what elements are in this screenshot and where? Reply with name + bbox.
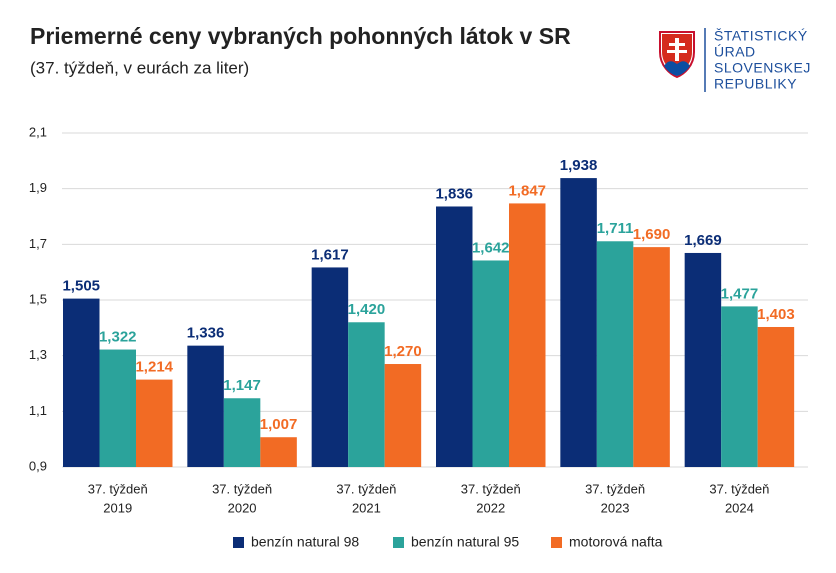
bar: [757, 326, 795, 467]
logo-text: ÚRAD: [714, 44, 756, 60]
value-label: 1,617: [311, 246, 349, 263]
value-label: 1,336: [187, 325, 225, 342]
bar: [136, 379, 173, 467]
bar: [721, 306, 758, 467]
value-label: 1,642: [472, 239, 510, 256]
legend-label: motorová nafta: [569, 534, 663, 550]
bar: [63, 298, 100, 467]
value-label: 1,836: [435, 185, 473, 202]
x-tick-label: 2022: [476, 500, 505, 515]
legend-swatch: [551, 537, 562, 548]
bar: [384, 364, 422, 467]
x-tick-label: 37. týždeň: [212, 481, 272, 496]
logo-hills: [664, 61, 690, 76]
bar: [348, 322, 385, 467]
x-tick-label: 2024: [725, 500, 754, 515]
value-label: 1,711: [597, 220, 634, 237]
x-tick-label: 37. týždeň: [88, 481, 148, 496]
y-tick-label: 1,7: [29, 236, 47, 251]
logo-text: REPUBLIKY: [714, 76, 797, 92]
y-tick-label: 1,9: [29, 180, 47, 195]
x-tick-label: 37. týždeň: [709, 481, 769, 496]
y-tick-label: 0,9: [29, 458, 47, 473]
value-label: 1,270: [384, 343, 422, 360]
x-tick-label: 37. týždeň: [336, 481, 396, 496]
bar: [560, 178, 597, 467]
y-tick-label: 2,1: [29, 124, 47, 139]
bar: [509, 203, 546, 467]
bar: [99, 349, 136, 467]
legend-swatch: [233, 537, 244, 548]
value-label: 1,505: [62, 278, 100, 295]
value-label: 1,322: [99, 329, 137, 346]
chart-subtitle: (37. týždeň, v eurách za liter): [30, 58, 249, 77]
bar: [436, 206, 473, 468]
bar: [472, 260, 509, 467]
logo: [659, 28, 706, 92]
value-label: 1,477: [721, 285, 759, 302]
value-label: 1,147: [223, 377, 261, 394]
bar: [311, 267, 349, 467]
bar: [596, 241, 634, 467]
logo-text: ŠTATISTICKÝ: [714, 28, 808, 44]
y-tick-label: 1,5: [29, 291, 47, 306]
bar: [684, 252, 722, 467]
x-tick-label: 2021: [352, 500, 381, 515]
x-tick-label: 2023: [601, 500, 630, 515]
x-tick-label: 2019: [103, 500, 132, 515]
value-label: 1,938: [560, 157, 598, 174]
bar: [633, 247, 670, 467]
x-tick-label: 2020: [228, 500, 257, 515]
x-tick-label: 37. týždeň: [585, 481, 645, 496]
bar: [260, 437, 297, 467]
logo-text: SLOVENSKEJ: [714, 60, 811, 76]
x-tick-label: 37. týždeň: [461, 481, 521, 496]
value-label: 1,847: [508, 182, 546, 199]
bar: [187, 345, 224, 467]
bar: [223, 398, 261, 467]
value-label: 1,007: [260, 416, 298, 433]
legend-label: benzín natural 98: [251, 534, 359, 550]
legend-label: benzín natural 95: [411, 534, 519, 550]
value-label: 1,403: [757, 306, 795, 323]
value-label: 1,420: [348, 301, 386, 318]
value-label: 1,690: [633, 226, 671, 243]
value-label: 1,214: [135, 359, 173, 376]
y-tick-label: 1,1: [29, 403, 47, 418]
y-tick-label: 1,3: [29, 347, 47, 362]
value-label: 1,669: [684, 232, 722, 249]
legend-swatch: [393, 537, 404, 548]
chart-title: Priemerné ceny vybraných pohonných látok…: [30, 23, 571, 49]
logo-cross: [667, 38, 687, 61]
